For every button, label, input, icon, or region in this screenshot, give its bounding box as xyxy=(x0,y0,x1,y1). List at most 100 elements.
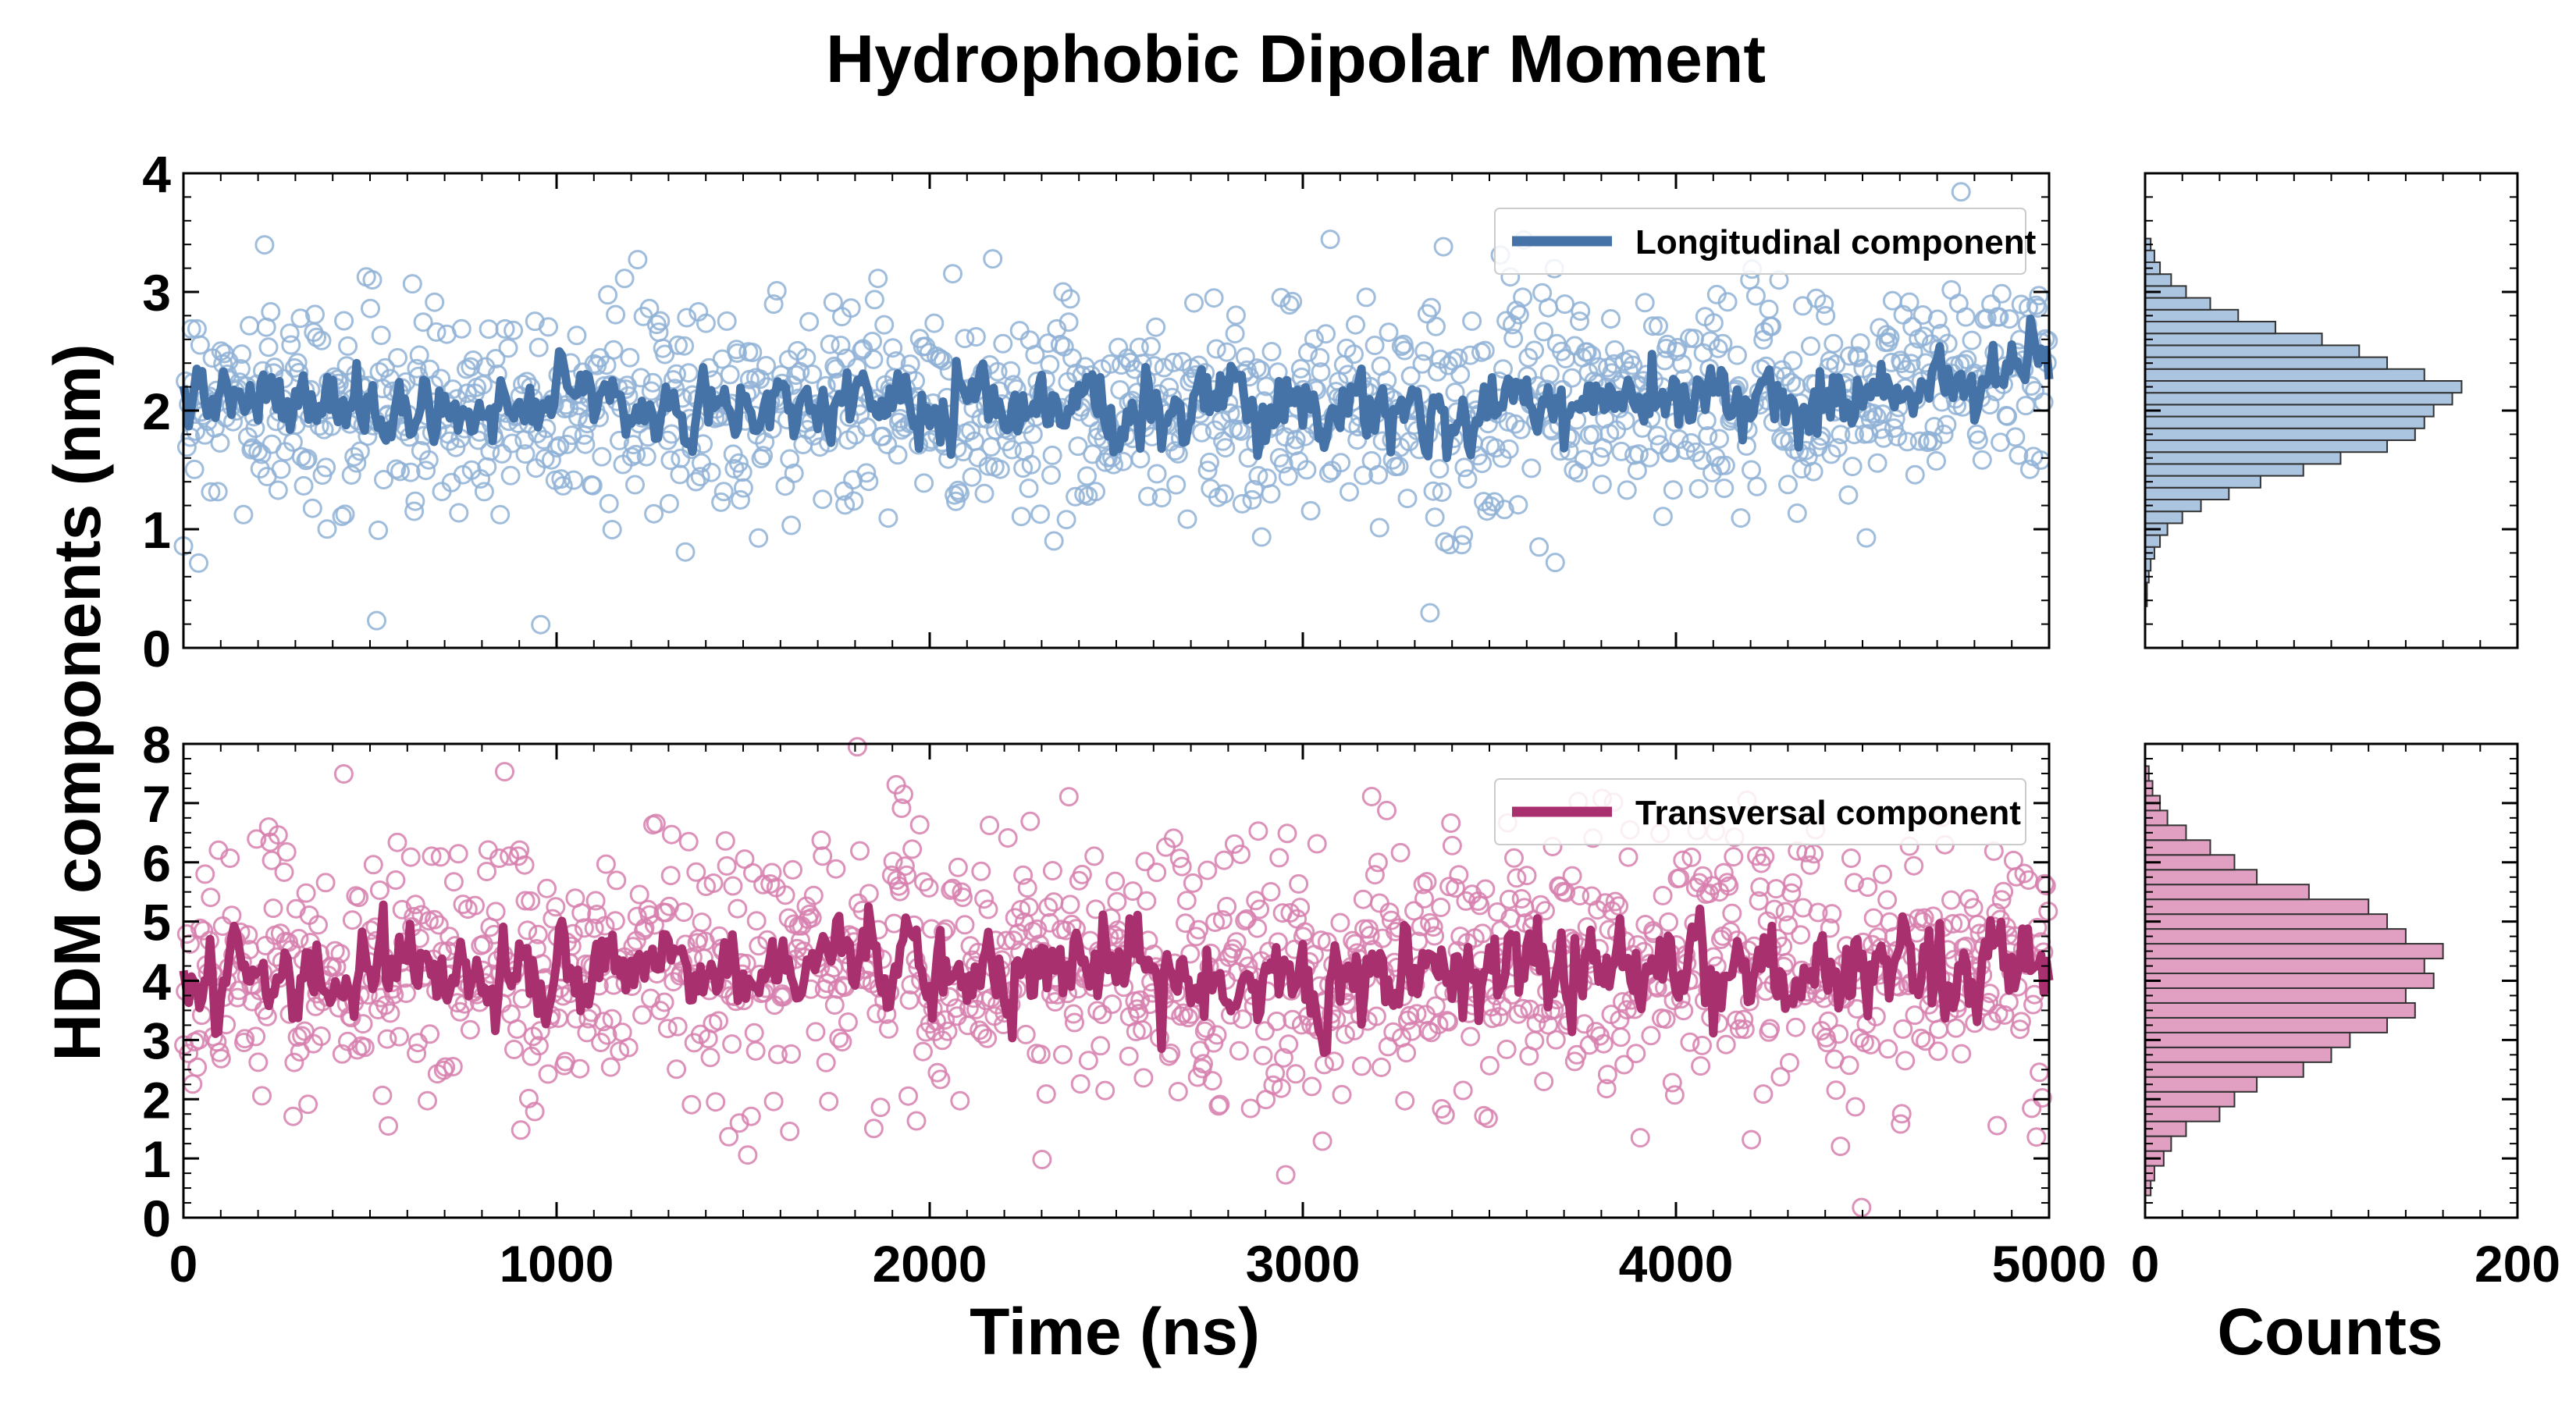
scatter-point xyxy=(1361,787,1382,806)
scatter-point xyxy=(1105,871,1126,891)
scatter-point xyxy=(1681,432,1701,453)
scatter-point xyxy=(868,269,888,289)
scatter-point xyxy=(1780,1053,1799,1072)
scatter-point xyxy=(847,737,867,757)
scatter-point xyxy=(1672,354,1692,374)
scatter-point xyxy=(678,831,699,852)
scatter-point xyxy=(1937,414,1957,435)
scatter-point xyxy=(2029,286,2049,306)
scatter-point xyxy=(396,984,416,1003)
legend-box xyxy=(1494,208,2026,275)
scatter-point xyxy=(1011,900,1031,919)
scatter-point xyxy=(599,493,619,514)
scatter-point xyxy=(1332,1084,1352,1104)
scatter-point xyxy=(1280,903,1300,923)
y-tick-label: 3 xyxy=(142,1012,171,1069)
scatter-point xyxy=(322,416,342,436)
scatter-point xyxy=(1229,419,1249,439)
scatter-point xyxy=(1277,823,1297,844)
scatter-point xyxy=(728,898,748,919)
scatter-point xyxy=(1891,1104,1912,1124)
scatter-point xyxy=(1891,1114,1911,1134)
scatter-point xyxy=(1163,828,1183,848)
scatter-point xyxy=(753,446,774,466)
scatter-point xyxy=(1273,454,1293,474)
scatter-point xyxy=(1778,915,1799,935)
x-axis-label: Time (ns) xyxy=(970,1295,1260,1368)
scatter-point xyxy=(1059,787,1079,807)
scatter-point xyxy=(1564,460,1584,480)
scatter-point xyxy=(700,1048,720,1068)
scatter-point xyxy=(1060,289,1080,309)
scatter-point xyxy=(1823,333,1844,354)
scatter-point xyxy=(1955,307,1976,327)
scatter-point xyxy=(1205,912,1226,932)
scatter-point xyxy=(706,1092,726,1112)
y-tick-label: 5 xyxy=(142,894,171,951)
scatter-point xyxy=(235,1029,255,1049)
scatter-point xyxy=(780,1122,800,1141)
scatter-point xyxy=(1504,848,1524,868)
scatter-point xyxy=(374,470,393,489)
scatter-point xyxy=(746,911,767,931)
scatter-point xyxy=(743,863,763,883)
scatter-point xyxy=(471,469,491,489)
scatter-point xyxy=(525,1101,545,1122)
scatter-point xyxy=(1070,1074,1091,1094)
scatter-point xyxy=(832,1032,852,1052)
scatter-point xyxy=(1271,1078,1291,1098)
scatter-point xyxy=(1513,287,1533,308)
scatter-point xyxy=(1503,315,1522,335)
scatter-point xyxy=(1897,432,1917,452)
scatter-point xyxy=(585,891,606,911)
scatter-point xyxy=(418,450,439,470)
scatter-point xyxy=(1372,1057,1391,1077)
scatter-point xyxy=(1036,1084,1056,1104)
scatter-point xyxy=(980,816,1000,835)
scatter-point xyxy=(194,920,214,941)
scatter-point xyxy=(1154,357,1174,378)
scatter-point xyxy=(1808,902,1828,923)
scatter-point xyxy=(371,325,391,346)
scatter-point xyxy=(844,491,864,511)
scatter-point xyxy=(1135,852,1155,872)
scatter-point xyxy=(210,432,230,453)
histogram-bar xyxy=(2144,344,2361,358)
scatter-point xyxy=(1123,881,1143,902)
scatter-point xyxy=(799,904,820,924)
scatter-point xyxy=(541,450,561,470)
scatter-point xyxy=(1539,365,1560,384)
scatter-point xyxy=(1390,842,1411,863)
scatter-point xyxy=(607,870,627,891)
scatter-point xyxy=(504,1040,524,1059)
scatter-point xyxy=(674,902,694,923)
scatter-point xyxy=(1413,874,1433,895)
scatter-point xyxy=(514,855,535,875)
scatter-point xyxy=(1510,419,1531,439)
scatter-point xyxy=(502,433,522,454)
scatter-point xyxy=(1559,441,1579,461)
scatter-point xyxy=(1407,1004,1427,1024)
scatter-point xyxy=(1745,286,1766,306)
scatter-point xyxy=(780,449,800,469)
scatter-point xyxy=(1289,873,1309,894)
scatter-point xyxy=(1207,1025,1227,1045)
scatter-point xyxy=(1040,354,1060,375)
scatter-point xyxy=(883,338,903,358)
y-tick-label: 1 xyxy=(142,501,171,559)
scatter-point xyxy=(460,1019,480,1040)
histogram-bar xyxy=(2144,451,2342,465)
scatter-point xyxy=(1877,325,1897,345)
scatter-point xyxy=(1425,996,1446,1016)
scatter-point xyxy=(387,832,407,852)
y-tick-label: 6 xyxy=(142,834,171,892)
scatter-point xyxy=(946,998,966,1019)
scatter-point xyxy=(1286,1064,1306,1084)
scatter-point xyxy=(1414,341,1435,361)
scatter-point xyxy=(1998,406,2018,426)
scatter-point xyxy=(897,865,916,885)
scatter-point xyxy=(1379,902,1400,923)
scatter-point xyxy=(1433,237,1453,257)
scatter-point xyxy=(195,425,215,445)
scatter-point xyxy=(189,553,208,573)
